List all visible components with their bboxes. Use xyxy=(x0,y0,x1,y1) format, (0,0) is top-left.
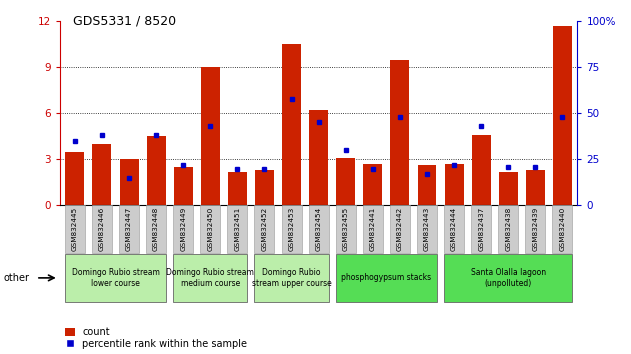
Text: GSM832452: GSM832452 xyxy=(261,207,268,251)
Bar xyxy=(445,164,464,205)
Text: GDS5331 / 8520: GDS5331 / 8520 xyxy=(73,14,175,27)
Legend: count, percentile rank within the sample: count, percentile rank within the sample xyxy=(65,327,247,349)
Bar xyxy=(201,67,220,205)
Bar xyxy=(391,59,410,205)
Text: GSM832445: GSM832445 xyxy=(72,207,78,251)
FancyBboxPatch shape xyxy=(254,254,329,302)
Bar xyxy=(66,152,85,205)
Bar xyxy=(119,159,139,205)
FancyBboxPatch shape xyxy=(309,205,329,253)
Bar xyxy=(526,170,545,205)
Text: GSM832444: GSM832444 xyxy=(451,207,457,251)
Bar xyxy=(553,26,572,205)
Text: GSM832447: GSM832447 xyxy=(126,207,132,251)
Bar xyxy=(174,167,192,205)
Text: other: other xyxy=(3,273,29,283)
Bar xyxy=(363,164,382,205)
FancyBboxPatch shape xyxy=(281,205,302,253)
Text: Domingo Rubio
stream upper course: Domingo Rubio stream upper course xyxy=(252,268,331,287)
Text: Santa Olalla lagoon
(unpolluted): Santa Olalla lagoon (unpolluted) xyxy=(471,268,546,287)
FancyBboxPatch shape xyxy=(146,205,166,253)
FancyBboxPatch shape xyxy=(200,205,220,253)
FancyBboxPatch shape xyxy=(444,205,464,253)
Text: GSM832437: GSM832437 xyxy=(478,207,484,251)
FancyBboxPatch shape xyxy=(173,205,193,253)
Text: GSM832438: GSM832438 xyxy=(505,207,511,251)
Bar xyxy=(336,158,355,205)
FancyBboxPatch shape xyxy=(227,205,247,253)
Text: GSM832439: GSM832439 xyxy=(533,207,538,251)
Bar xyxy=(418,165,437,205)
Text: GSM832441: GSM832441 xyxy=(370,207,376,251)
Bar xyxy=(472,135,491,205)
FancyBboxPatch shape xyxy=(336,205,356,253)
FancyBboxPatch shape xyxy=(498,205,518,253)
Bar xyxy=(498,172,518,205)
Text: GSM832455: GSM832455 xyxy=(343,207,349,251)
Text: GSM832448: GSM832448 xyxy=(153,207,159,251)
FancyBboxPatch shape xyxy=(336,254,437,302)
Bar xyxy=(255,170,274,205)
Text: GSM832446: GSM832446 xyxy=(99,207,105,251)
FancyBboxPatch shape xyxy=(471,205,491,253)
Text: GSM832442: GSM832442 xyxy=(397,207,403,251)
Text: GSM832454: GSM832454 xyxy=(316,207,322,251)
Text: GSM832451: GSM832451 xyxy=(234,207,240,251)
Text: GSM832453: GSM832453 xyxy=(288,207,295,251)
FancyBboxPatch shape xyxy=(526,205,545,253)
FancyBboxPatch shape xyxy=(65,254,166,302)
Text: GSM832443: GSM832443 xyxy=(424,207,430,251)
Text: phosphogypsum stacks: phosphogypsum stacks xyxy=(341,273,432,282)
Bar xyxy=(282,44,301,205)
Text: GSM832440: GSM832440 xyxy=(560,207,565,251)
Bar xyxy=(93,144,112,205)
FancyBboxPatch shape xyxy=(173,254,247,302)
FancyBboxPatch shape xyxy=(119,205,139,253)
Bar xyxy=(309,110,328,205)
FancyBboxPatch shape xyxy=(417,205,437,253)
FancyBboxPatch shape xyxy=(92,205,112,253)
Text: GSM832449: GSM832449 xyxy=(180,207,186,251)
FancyBboxPatch shape xyxy=(390,205,410,253)
FancyBboxPatch shape xyxy=(553,205,572,253)
Text: GSM832450: GSM832450 xyxy=(208,207,213,251)
Text: Domingo Rubio stream
lower course: Domingo Rubio stream lower course xyxy=(71,268,160,287)
Bar xyxy=(228,172,247,205)
FancyBboxPatch shape xyxy=(444,254,572,302)
Text: Domingo Rubio stream
medium course: Domingo Rubio stream medium course xyxy=(167,268,254,287)
FancyBboxPatch shape xyxy=(363,205,383,253)
FancyBboxPatch shape xyxy=(254,205,274,253)
FancyBboxPatch shape xyxy=(65,205,85,253)
Bar xyxy=(146,136,165,205)
